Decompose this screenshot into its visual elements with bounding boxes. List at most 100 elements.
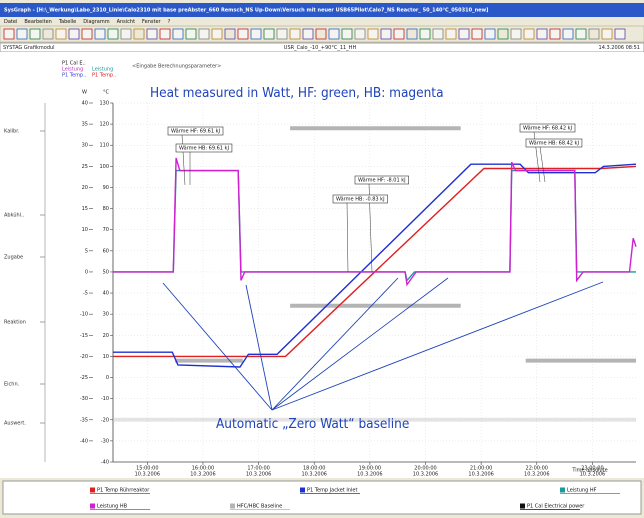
heat-leader (539, 146, 546, 183)
y-tick-label: -20 (80, 354, 88, 360)
tool-icon (94, 28, 106, 40)
y-tick-label: 40 (82, 101, 88, 107)
tool-icon (588, 28, 600, 40)
axis-header: P1 Cal E.. (62, 61, 86, 67)
tool-icon (380, 28, 392, 40)
tool-icon (42, 28, 54, 40)
tool-icon (484, 28, 496, 40)
legend-label: P1 Temp Jacket Inlet (307, 488, 357, 494)
x-tick-label: 16:00:00 (192, 466, 214, 472)
x-tick-label: 21:00:00 (470, 466, 492, 472)
y2-tick-label: 0 (106, 375, 109, 381)
tool-icon (354, 28, 366, 40)
x-tick-date: 10.3.2006 (468, 472, 493, 478)
legend-swatch (560, 487, 565, 493)
x-tick-label: 17:00:00 (247, 466, 269, 472)
y2-tick-label: 20 (103, 333, 109, 339)
y-tick-label: 35 (82, 122, 88, 128)
y2-tick-label: 10 (103, 354, 109, 360)
phase-label: Kalibr. (4, 129, 20, 135)
tool-icon (250, 28, 262, 40)
x-tick-label: 19:00:00 (359, 466, 381, 472)
x-tick-date: 10.3.2006 (301, 472, 326, 478)
tool-icon (263, 28, 275, 40)
y-tick-label: 10 (82, 227, 88, 233)
grid (40, 102, 636, 465)
y-axis-label: W (82, 90, 87, 96)
annotation: Automatic „Zero Watt“ baseline (216, 416, 409, 432)
x-tick-label: 20:00:00 (414, 466, 436, 472)
tool-icon (198, 28, 210, 40)
y2-tick-label: -30 (101, 438, 109, 444)
tool-icon (510, 28, 522, 40)
tool-icon (575, 28, 587, 40)
tool-icon (302, 28, 314, 40)
y2-tick-label: -20 (101, 417, 109, 423)
series-line (113, 157, 637, 287)
menu: Datei Bearbeiten Tabelle Diagramm Ansicht Fen… (4, 19, 171, 25)
tool-icon (159, 28, 171, 40)
x-tick-label: 22:00:00 (526, 466, 548, 472)
tool-icon (536, 28, 548, 40)
heat-label: Wärme HB: -0.83 kJ (336, 197, 385, 203)
y-tick-label: 0 (85, 269, 88, 275)
axis-header: Leistung (92, 67, 113, 73)
heat-label-box (525, 138, 583, 148)
tool-icon (185, 28, 197, 40)
tool-icon (601, 28, 613, 40)
menu-item: Diagramm (83, 19, 109, 25)
tool-icon (107, 28, 119, 40)
y2-tick-label: 40 (103, 291, 109, 297)
x-tick-label: 15:00:00 (136, 466, 158, 472)
y-tick-label: -15 (80, 333, 88, 339)
status-right: 14.3.2006 08:51 (599, 45, 640, 51)
y-tick-label: -10 (80, 312, 88, 318)
tool-icon (289, 28, 301, 40)
y-tick-label: 25 (82, 164, 88, 170)
heat-label: Wärme HF: 69.61 kJ (171, 129, 220, 135)
heat-label: Wärme HB: 68.42 kJ (529, 141, 579, 147)
y2-tick-label: 60 (103, 248, 109, 254)
tool-icon (172, 28, 184, 40)
tool-icon (224, 28, 236, 40)
menu-item: Bearbeiten (24, 19, 51, 25)
series (113, 126, 637, 422)
heat-label-box (354, 175, 409, 185)
x-tick-date: 10.3.2006 (246, 472, 271, 478)
tool-icon (81, 28, 93, 40)
tool-icon (432, 28, 444, 40)
tool-icon (276, 28, 288, 40)
menu-bar (0, 17, 644, 26)
tool-icon (3, 28, 15, 40)
annotation-leaders (162, 277, 604, 411)
status-center: USR_Calo_-10_+90°C_11_HH (284, 45, 357, 51)
y2-tick-label: -40 (101, 460, 109, 466)
tool-icon (549, 28, 561, 40)
y2-tick-label: 90 (103, 185, 109, 191)
heat-label: Wärme HB: 69.61 kJ (179, 146, 229, 152)
legend-label: P1 Cal Electrical power (527, 504, 585, 510)
y2-tick-label: -10 (101, 396, 109, 402)
legend-swatch (300, 487, 305, 493)
y2-tick-label: 70 (103, 227, 109, 233)
y2-tick-label: 130 (99, 101, 109, 107)
menu-item: Ansicht (117, 19, 136, 25)
legend-swatch (90, 487, 95, 493)
x-tick-date: 10.3.2006 (357, 472, 382, 478)
tool-icon (419, 28, 431, 40)
parameter-hint: <Eingabe Berechnungsparameter> (132, 64, 221, 70)
menu-item: Datei (4, 19, 17, 25)
tool-icon (55, 28, 67, 40)
y-tick-label: 30 (82, 143, 88, 149)
x-tick-date: 10.3.2006 (190, 472, 215, 478)
tool-icon (29, 28, 41, 40)
y2-tick-label: 120 (99, 122, 109, 128)
legend (2, 480, 642, 515)
heat-label-box (332, 194, 388, 204)
tool-icon (393, 28, 405, 40)
axis-header: Leistung (62, 67, 83, 73)
y2-tick-label: 80 (103, 206, 109, 212)
phase-label: Eichn. (4, 382, 20, 388)
menu-item: Tabelle (58, 19, 76, 25)
